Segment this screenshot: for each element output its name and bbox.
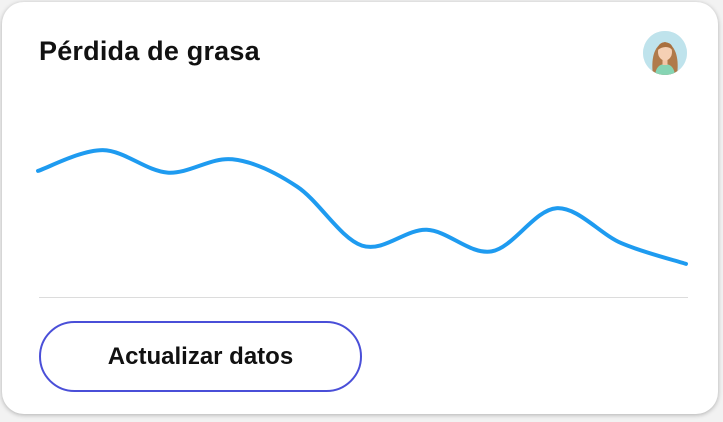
fat-loss-chart [36, 148, 688, 266]
avatar[interactable] [643, 31, 687, 75]
divider [39, 297, 688, 298]
series-line [36, 148, 688, 266]
user-avatar-icon [643, 31, 687, 75]
fat-loss-card: Pérdida de grasa Actualizar datos [2, 2, 718, 414]
card-title: Pérdida de grasa [39, 36, 260, 66]
update-data-button[interactable]: Actualizar datos [39, 321, 362, 392]
